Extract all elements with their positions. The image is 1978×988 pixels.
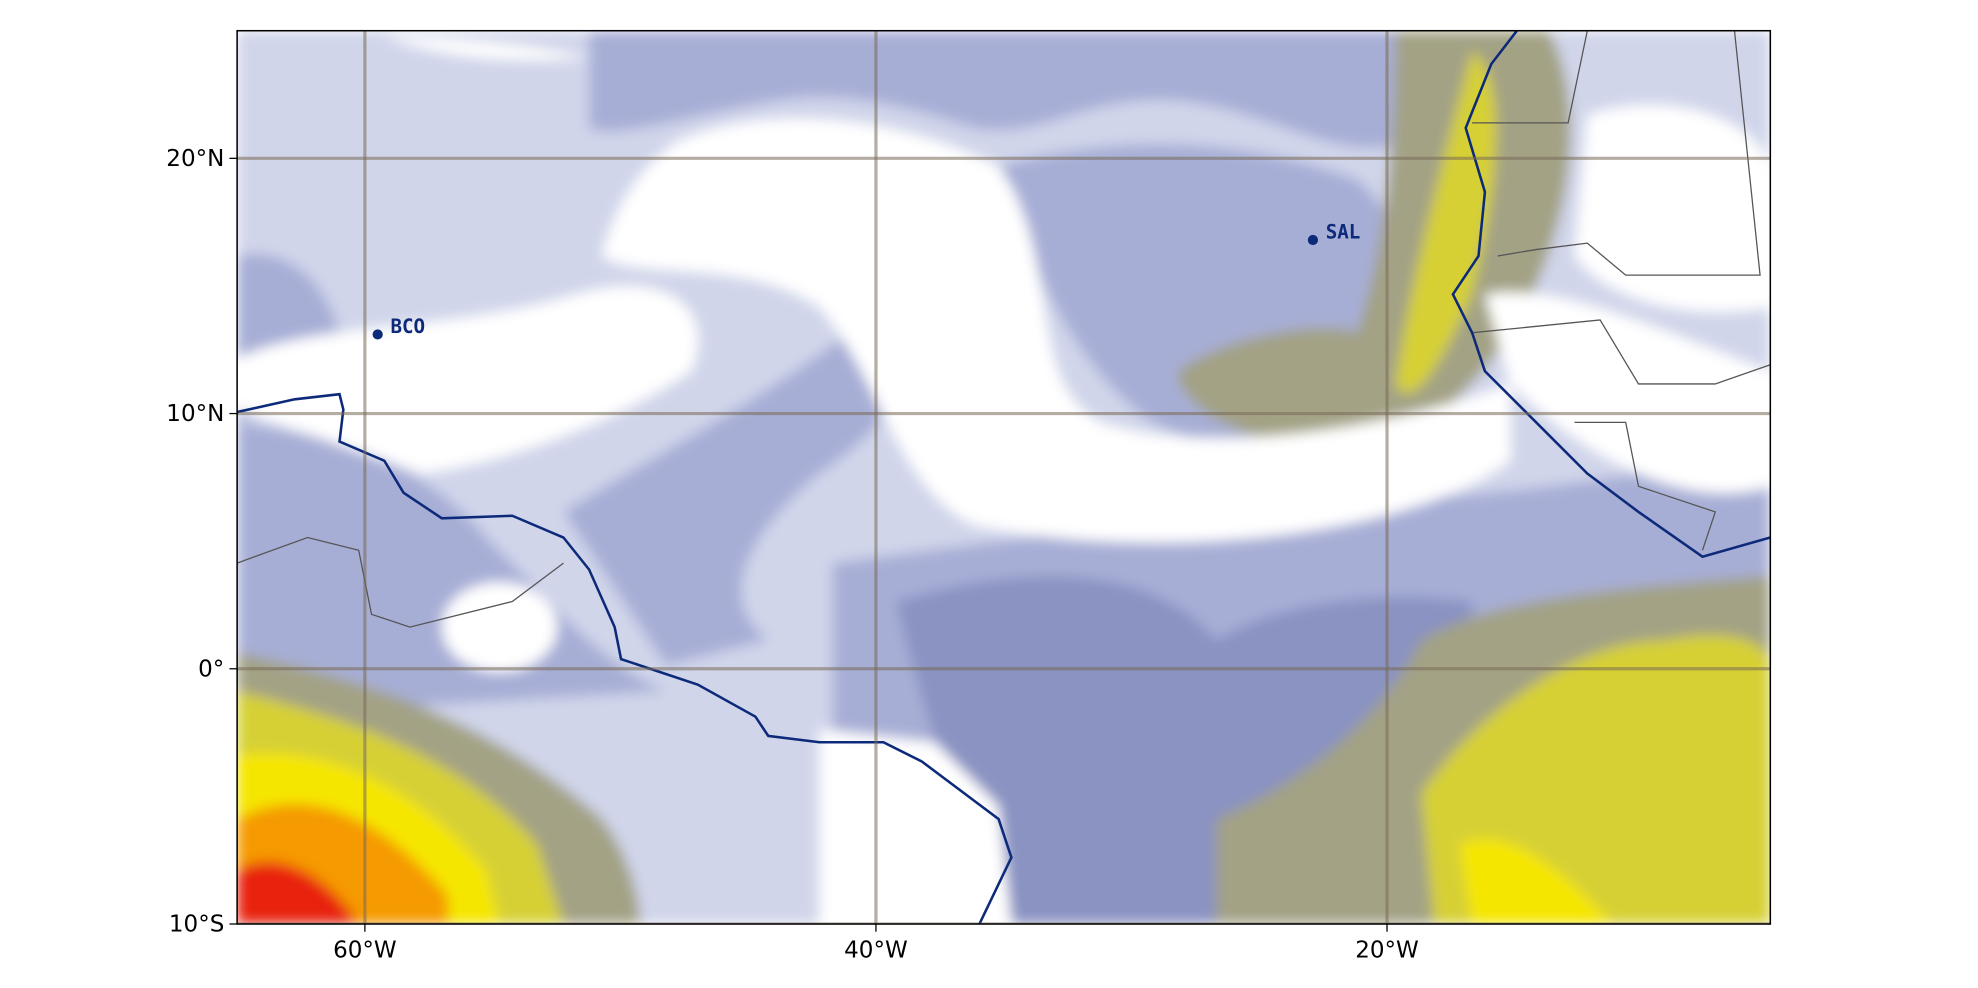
station-label: BCO	[390, 315, 425, 338]
border	[1497, 30, 1761, 276]
border	[1472, 30, 1588, 124]
y-tick-label: 10°N	[166, 401, 224, 427]
axes: 60°W 40°W 20°W 20°N 10°N 0° 10°S BCO SAL	[166, 146, 1418, 963]
border	[237, 536, 564, 628]
border	[1574, 421, 1717, 551]
station-marker	[1307, 234, 1319, 246]
gridlines	[237, 30, 1771, 925]
station-marker	[372, 329, 383, 340]
field-level	[237, 862, 359, 925]
field-level	[563, 294, 912, 666]
field-level	[1484, 292, 1771, 493]
x-tick-label: 20°W	[1355, 937, 1419, 963]
field-level	[1574, 105, 1771, 312]
coastline	[237, 392, 1013, 925]
map-frame	[236, 29, 1772, 925]
station-label: SAL	[1326, 221, 1361, 244]
field-level	[1395, 51, 1497, 394]
x-tick-label: 40°W	[844, 937, 908, 963]
coastline	[1451, 30, 1771, 559]
field-level	[384, 35, 590, 60]
field-level	[237, 422, 666, 717]
field-level	[237, 286, 699, 474]
field-level	[601, 118, 1511, 543]
borders	[237, 30, 1771, 628]
field-level	[589, 30, 1409, 148]
y-tick-label: 20°N	[166, 146, 224, 172]
field	[237, 30, 1771, 925]
y-tick-label: 0°	[198, 656, 224, 682]
field-level	[1459, 838, 1613, 925]
map-area	[237, 30, 1771, 925]
x-tick-label: 60°W	[333, 937, 397, 963]
field-level	[441, 582, 558, 672]
border	[1472, 319, 1771, 385]
field-level	[819, 729, 1012, 925]
y-tick-label: 10°S	[169, 912, 224, 938]
